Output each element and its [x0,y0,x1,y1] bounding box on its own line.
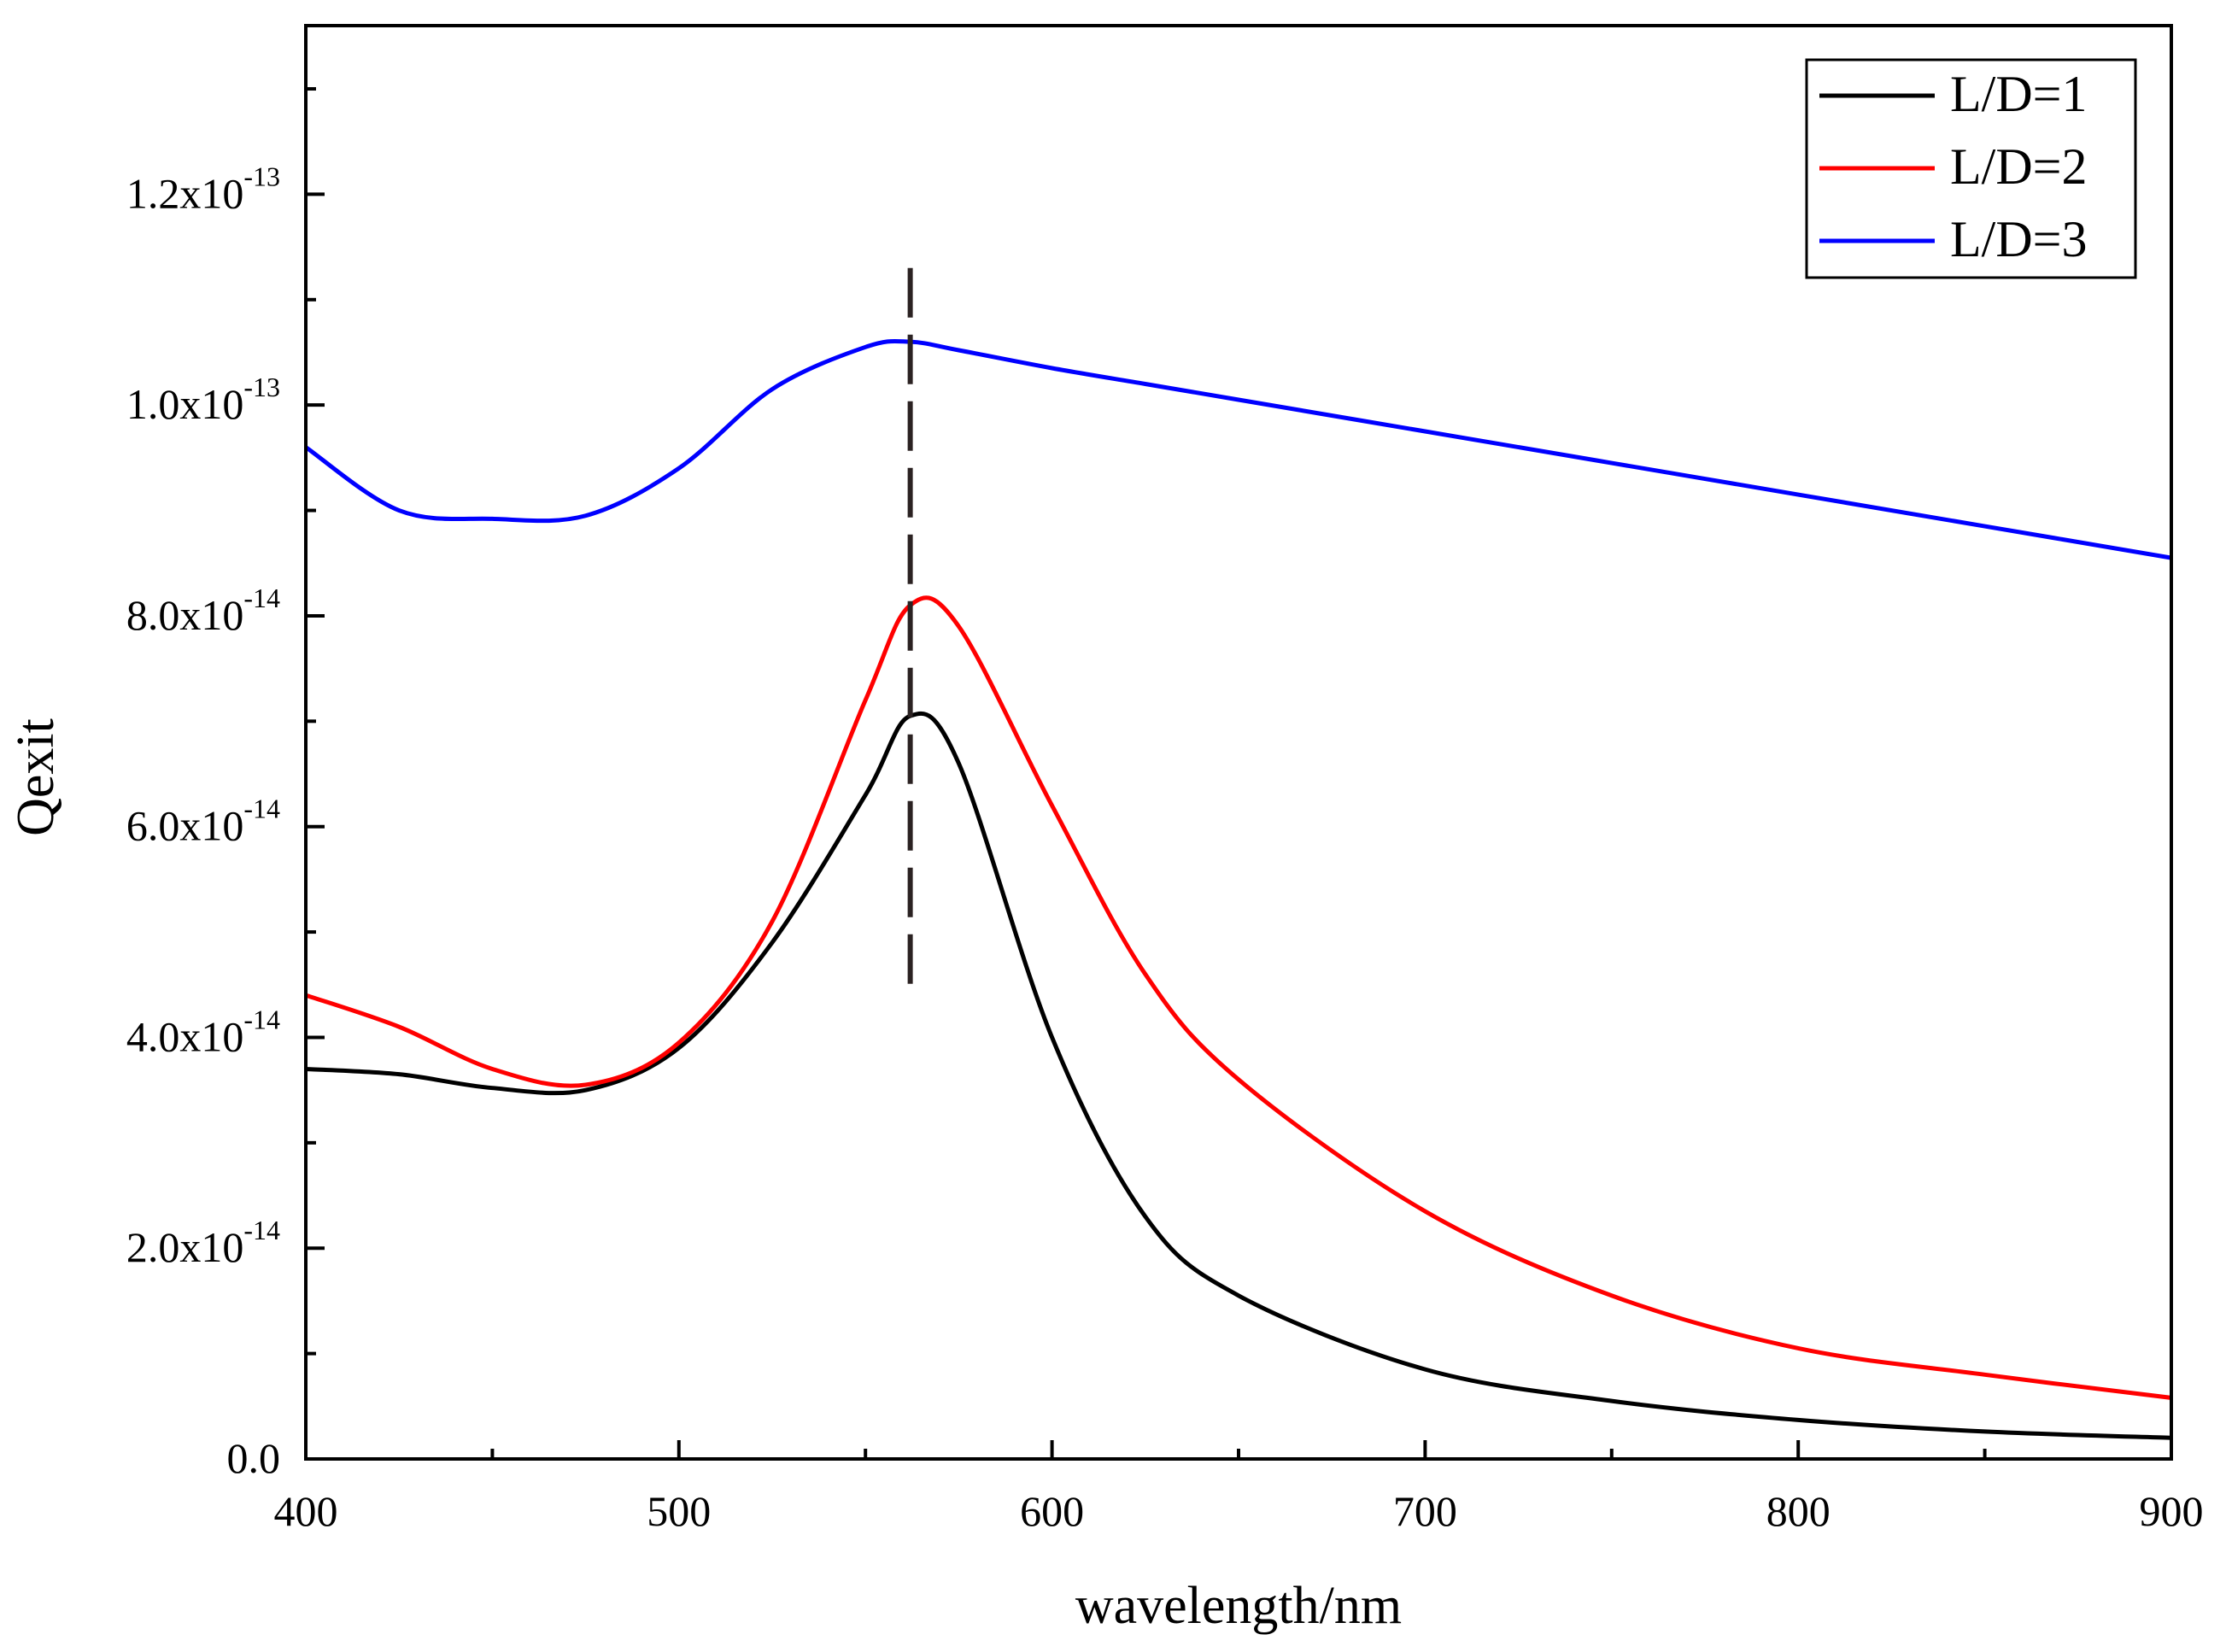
x-tick-label: 800 [1766,1487,1831,1535]
y-tick-label: 2.0x10-14 [126,1215,280,1271]
y-tick-label: 6.0x10-14 [126,794,280,850]
legend-label-2: L/D=2 [1950,138,2088,195]
y-tick-label: 1.2x10-13 [126,161,280,217]
legend-label-1: L/D=1 [1950,66,2088,122]
x-tick-label: 900 [2140,1487,2204,1535]
y-tick-label: 0.0 [227,1434,281,1482]
y-tick-label: 4.0x10-14 [126,1004,280,1060]
y-tick-label: 8.0x10-14 [126,583,280,639]
series-line-1 [305,712,2172,1440]
axes-layer: 400 500 600 700 800 900 0.0 2.0x10-14 4.0x10-14 6… [126,24,2204,1535]
y-axis-title: Qexit [7,718,65,836]
x-tick-label: 400 [274,1487,338,1535]
legend: L/D=1 L/D=2 L/D=3 [1805,58,2137,279]
x-tick-label: 600 [1020,1487,1084,1535]
series-layer [304,338,2172,1440]
y-tick-label: 1.0x10-13 [126,372,280,428]
series-line-3 [304,338,2172,560]
x-tick-label: 700 [1393,1487,1457,1535]
x-axis-title: wavelength/nm [1075,1577,1402,1635]
legend-label-3: L/D=3 [1950,211,2088,267]
x-tick-label: 500 [647,1487,711,1535]
series-line-2 [305,595,2172,1400]
